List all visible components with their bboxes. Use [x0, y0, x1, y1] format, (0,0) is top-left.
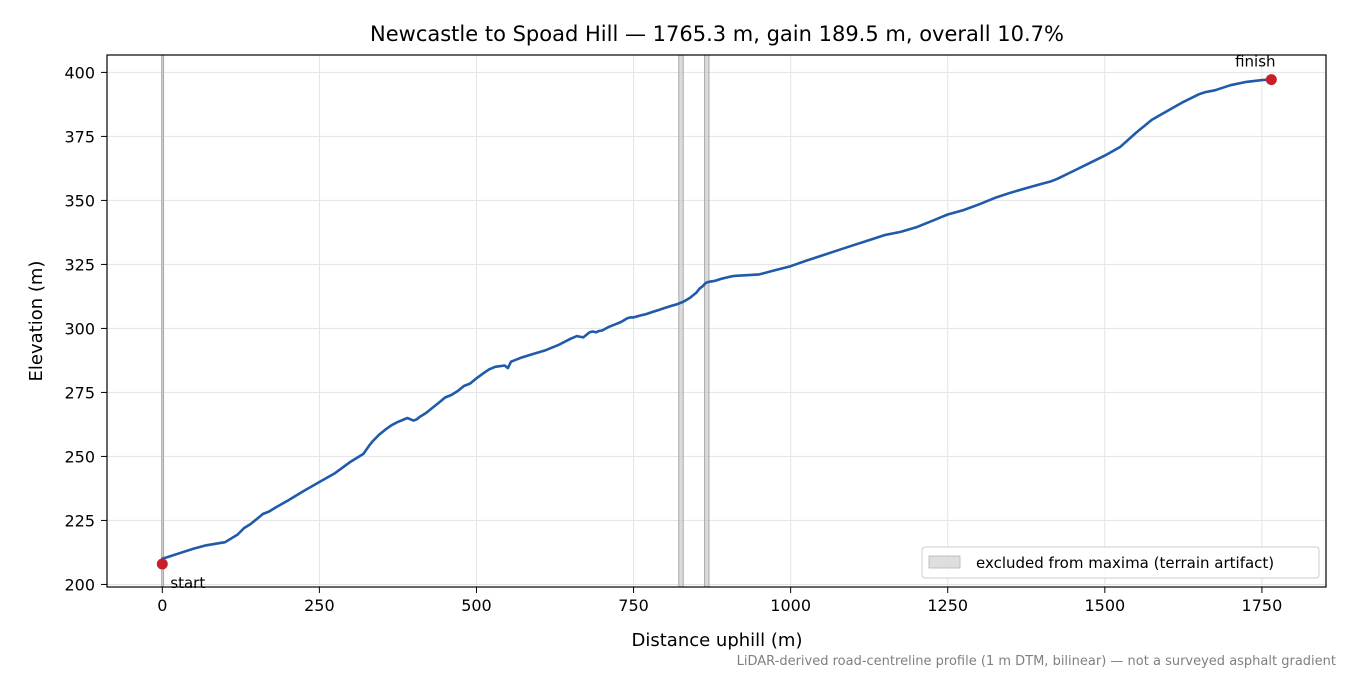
- y-tick-label: 325: [64, 255, 95, 274]
- y-tick-label: 350: [64, 191, 95, 210]
- grid: [107, 55, 1326, 587]
- endpoint-finish-label: finish: [1235, 53, 1275, 71]
- x-tick-label: 250: [304, 596, 335, 615]
- plot-frame: [106, 54, 1327, 588]
- endpoint-finish-marker: [1265, 74, 1277, 86]
- y-tick-label: 375: [64, 127, 95, 146]
- excluded-range: [161, 55, 164, 587]
- y-tick-label: 400: [64, 63, 95, 82]
- y-tick-label: 275: [64, 383, 95, 402]
- x-tick-label: 500: [461, 596, 492, 615]
- x-tick-label: 0: [157, 596, 167, 615]
- x-tick-label: 1750: [1242, 596, 1283, 615]
- endpoint-start-label: start: [170, 574, 205, 592]
- excluded-range: [704, 55, 709, 587]
- chart-title: Newcastle to Spoad Hill — 1765.3 m, gain…: [370, 22, 1064, 46]
- legend-label-excluded: excluded from maxima (terrain artifact): [976, 554, 1274, 572]
- excluded-ranges: [161, 55, 710, 587]
- y-tick-label: 200: [64, 575, 95, 594]
- x-tick-label: 1500: [1084, 596, 1125, 615]
- x-axis-label: Distance uphill (m): [632, 630, 803, 651]
- excluded-range: [678, 55, 684, 587]
- y-tick-label: 250: [64, 447, 95, 466]
- footnote: LiDAR-derived road-centreline profile (1…: [737, 654, 1336, 669]
- y-axis-label: Elevation (m): [26, 261, 47, 382]
- elevation-line: [161, 78, 1273, 561]
- legend-box: [921, 546, 1320, 579]
- y-tick-label: 300: [64, 319, 95, 338]
- x-tick-label: 1000: [770, 596, 811, 615]
- series-layer: [161, 78, 1273, 561]
- endpoint-start-marker: [156, 558, 168, 570]
- legend: excluded from maxima (terrain artifact): [921, 546, 1320, 579]
- y-axis-ticks: 200 225 250 275 300 325 350 375 400: [64, 63, 107, 594]
- x-axis-ticks: 0 250 500 750 1000 1250 1500 1750: [157, 587, 1282, 615]
- x-tick-label: 750: [618, 596, 649, 615]
- legend-swatch-excluded: [928, 555, 961, 569]
- y-tick-label: 225: [64, 511, 95, 530]
- x-tick-label: 1250: [927, 596, 968, 615]
